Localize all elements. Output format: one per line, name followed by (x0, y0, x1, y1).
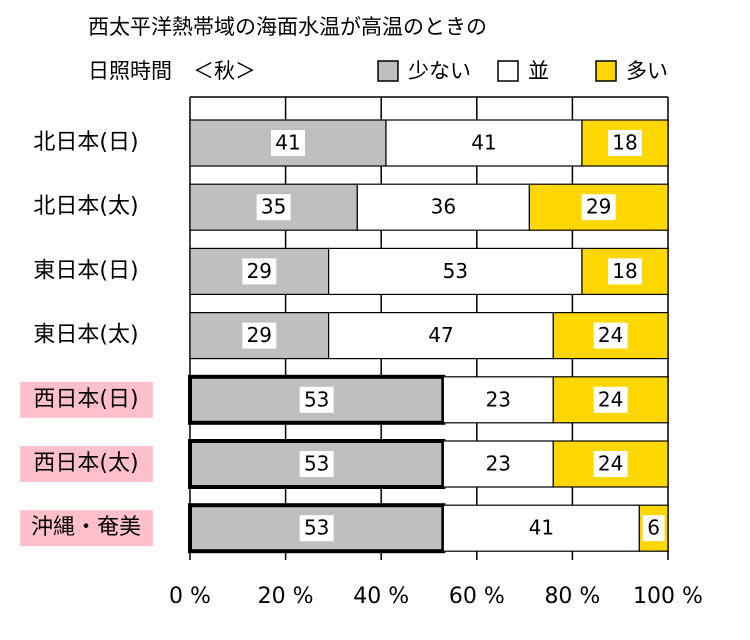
value-label: 24 (598, 323, 623, 347)
value-label: 29 (247, 323, 272, 347)
value-label-box (593, 451, 628, 477)
value-label-box (581, 194, 616, 221)
legend-label: 少ない (408, 59, 471, 83)
value-label: 53 (304, 452, 329, 476)
value-label-box (299, 451, 334, 477)
value-label: 18 (612, 259, 637, 283)
value-label-box (481, 386, 516, 413)
value-label-box (481, 451, 516, 477)
value-label: 41 (529, 516, 554, 540)
value-label-box (524, 515, 559, 542)
chart-subtitle: 日照時間 ＜秋＞ (88, 59, 256, 83)
value-label-box (607, 258, 642, 285)
value-label: 24 (598, 387, 623, 411)
value-label: 29 (586, 195, 611, 219)
value-label-box (642, 515, 665, 542)
y-tick-label: 北日本(太) (33, 194, 138, 219)
legend-label: 多い (626, 59, 668, 83)
category-highlight (20, 381, 153, 418)
x-tick-label: 60 % (449, 584, 505, 609)
value-label-box (242, 258, 277, 285)
value-label-box (270, 130, 305, 156)
value-label: 24 (598, 452, 623, 476)
x-tick-label: 80 % (544, 584, 600, 609)
value-label: 36 (431, 195, 456, 219)
value-label: 29 (247, 259, 272, 283)
value-label: 41 (471, 131, 496, 155)
y-tick-label: 東日本(太) (33, 323, 138, 348)
legend-swatch (377, 60, 399, 82)
value-label-box (466, 130, 501, 156)
value-label-box (593, 386, 628, 413)
x-tick-label: 40 % (353, 584, 409, 609)
value-label: 6 (647, 516, 660, 540)
value-label: 53 (304, 387, 329, 411)
x-tick-label: 100 % (633, 584, 703, 609)
category-highlight (20, 446, 153, 482)
value-label-box (256, 194, 291, 221)
legend-label: 並 (528, 59, 549, 83)
x-tick-label: 20 % (258, 584, 314, 609)
value-label: 18 (612, 131, 637, 155)
y-tick-label: 東日本(日) (33, 258, 138, 283)
value-label: 41 (275, 131, 300, 155)
y-tick-label: 西日本(日) (33, 387, 138, 412)
value-label-box (607, 130, 642, 156)
value-label: 23 (486, 452, 511, 476)
x-tick-label: 0 % (169, 584, 211, 609)
value-label: 47 (428, 323, 453, 347)
value-label: 35 (261, 195, 286, 219)
legend-swatch (595, 60, 617, 82)
value-label: 53 (443, 259, 468, 283)
value-label: 53 (304, 516, 329, 540)
y-tick-label: 沖縄・奄美 (31, 515, 141, 540)
value-label-box (299, 386, 334, 413)
value-label-box (299, 515, 334, 542)
value-label-box (242, 322, 277, 349)
value-label-box (426, 194, 461, 221)
category-highlight (20, 510, 153, 547)
y-tick-label: 西日本(太) (33, 451, 138, 476)
chart-title: 西太平洋熱帯域の海面水温が高温のときの (88, 15, 487, 39)
value-label-box (438, 258, 473, 285)
value-label: 23 (486, 387, 511, 411)
y-tick-label: 北日本(日) (33, 130, 138, 155)
legend-swatch (497, 60, 519, 82)
value-label-box (423, 322, 458, 349)
value-label-box (593, 322, 628, 349)
